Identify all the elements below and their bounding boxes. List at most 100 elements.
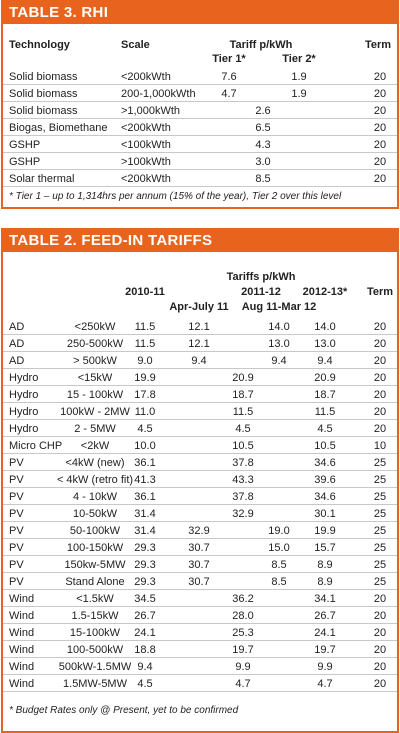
footnote: * Tier 1 – up to 1,314hrs per annum (15%… [9,191,342,202]
cell-technology: Hydro [9,372,39,384]
cell-scale: <1.5kW [76,593,114,605]
cell-scale: >1,000kWth [121,105,181,117]
cell-term: 25 [373,474,387,486]
table-row: PV 150kw-5MW 29.3 30.7 8.5 8.9 25 [3,556,397,573]
cell-y2010: 9.4 [137,661,153,673]
cell-tier2: 1.9 [291,88,307,100]
table-title: TABLE 3. RHI [3,2,397,24]
cell-y2010: 4.5 [137,678,153,690]
cell-y2010: 31.4 [134,508,156,520]
cell-technology: PV [9,508,24,520]
cell-y2011: 32.9 [232,508,254,520]
cell-technology: PV [9,542,24,554]
cell-scale: <200kWth [121,71,171,83]
cell-term: 20 [373,173,387,185]
cell-scale: 500kW-1.5MW [58,661,132,673]
table-title: TABLE 2. FEED-IN TARIFFS [3,230,397,252]
cell-aug-mar: 9.4 [271,355,287,367]
cell-scale: 10-50kW [72,508,118,520]
cell-technology: PV [9,491,24,503]
table-row: PV 100-150kW 29.3 30.7 15.0 15.7 25 [3,539,397,556]
cell-technology: Biogas, Biomethane [9,122,108,134]
cell-y2012: 4.5 [317,423,333,435]
cell-term: 25 [373,525,387,537]
cell-y2012: 9.4 [317,355,333,367]
cell-scale: 200-1,000kWth [121,88,196,100]
cell-y2011: 4.7 [235,678,251,690]
column-subheader: Tier 2* [282,53,316,65]
cell-y2010: 26.7 [134,610,156,622]
cell-scale: 15 - 100kW [66,389,124,401]
cell-y2012: 8.9 [317,576,333,588]
table-row: Hydro <15kW 19.9 20.9 20.9 20 [3,369,397,386]
cell-y2011: 37.8 [232,457,254,469]
cell-term: 20 [373,389,387,401]
cell-y2010: 29.3 [134,576,156,588]
cell-term: 20 [373,88,387,100]
cell-term: 20 [373,338,387,350]
cell-tier1: 7.6 [221,71,237,83]
cell-y2010: 19.9 [134,372,156,384]
cell-scale: 50-100kW [69,525,121,537]
cell-y2010: 17.8 [134,389,156,401]
cell-y2012: 15.7 [314,542,336,554]
table-row: Wind 1.5-15kW 26.7 28.0 26.7 20 [3,607,397,624]
cell-y2012: 34.6 [314,457,336,469]
cell-technology: PV [9,576,24,588]
cell-apr-jul: 30.7 [188,576,210,588]
cell-scale: 1.5-15kW [71,610,119,622]
cell-scale: 150kw-5MW [64,559,126,571]
cell-technology: Wind [9,644,35,656]
cell-y2010: 11.5 [134,321,156,333]
cell-apr-jul: 30.7 [188,559,210,571]
table-row: Wind 1.5MW-5MW 4.5 4.7 4.7 20 [3,675,397,692]
table-row: AD > 500kW 9.0 9.4 9.4 9.4 20 [3,352,397,369]
table-row: Wind 15-100kW 24.1 25.3 24.1 20 [3,624,397,641]
cell-tariff: 6.5 [255,122,271,134]
cell-tariff: 8.5 [255,173,271,185]
cell-scale: < 4kW (retro fit) [56,474,134,486]
cell-tier1: 4.7 [221,88,237,100]
cell-y2012: 8.9 [317,559,333,571]
cell-term: 25 [373,559,387,571]
cell-apr-jul: 9.4 [191,355,207,367]
cell-technology: Hydro [9,423,39,435]
cell-y2010: 34.5 [134,593,156,605]
cell-y2011: 4.5 [235,423,251,435]
column-header: Tariff p/kWh [229,39,293,51]
cell-y2012: 26.7 [314,610,336,622]
cell-y2011: 20.9 [232,372,254,384]
table-row: Wind 100-500kW 18.8 19.7 19.7 20 [3,641,397,658]
cell-technology: AD [9,321,25,333]
cell-y2011: 37.8 [232,491,254,503]
cell-scale: 100-150kW [66,542,124,554]
cell-term: 25 [373,542,387,554]
cell-y2010: 29.3 [134,542,156,554]
cell-y2011: 19.7 [232,644,254,656]
cell-scale: >100kWth [121,156,171,168]
cell-scale: 250-500kW [66,338,124,350]
cell-tariff: 4.3 [255,139,271,151]
cell-y2012: 4.7 [317,678,333,690]
cell-technology: AD [9,338,25,350]
cell-y2012: 14.0 [314,321,336,333]
table-row: Hydro 15 - 100kW 17.8 18.7 18.7 20 [3,386,397,403]
cell-technology: Hydro [9,406,39,418]
cell-aug-mar: 19.0 [268,525,290,537]
cell-term: 20 [373,644,387,656]
column-header: Scale [121,39,150,51]
cell-term: 25 [373,457,387,469]
cell-scale: <200kWth [121,173,171,185]
cell-y2011: 18.7 [232,389,254,401]
table-row: Solid biomass >1,000kWth 2.6 20 [3,102,397,119]
cell-technology: Solid biomass [9,88,78,100]
cell-y2012: 30.1 [314,508,336,520]
cell-y2011: 36.2 [232,593,254,605]
cell-y2012: 39.6 [314,474,336,486]
rhi-table: TABLE 3. RHI Technology Scale Tariff p/k… [1,0,399,209]
cell-tariff: 3.0 [255,156,271,168]
cell-y2011: 28.0 [232,610,254,622]
cell-technology: PV [9,474,24,486]
cell-technology: Wind [9,661,35,673]
cell-term: 20 [373,678,387,690]
